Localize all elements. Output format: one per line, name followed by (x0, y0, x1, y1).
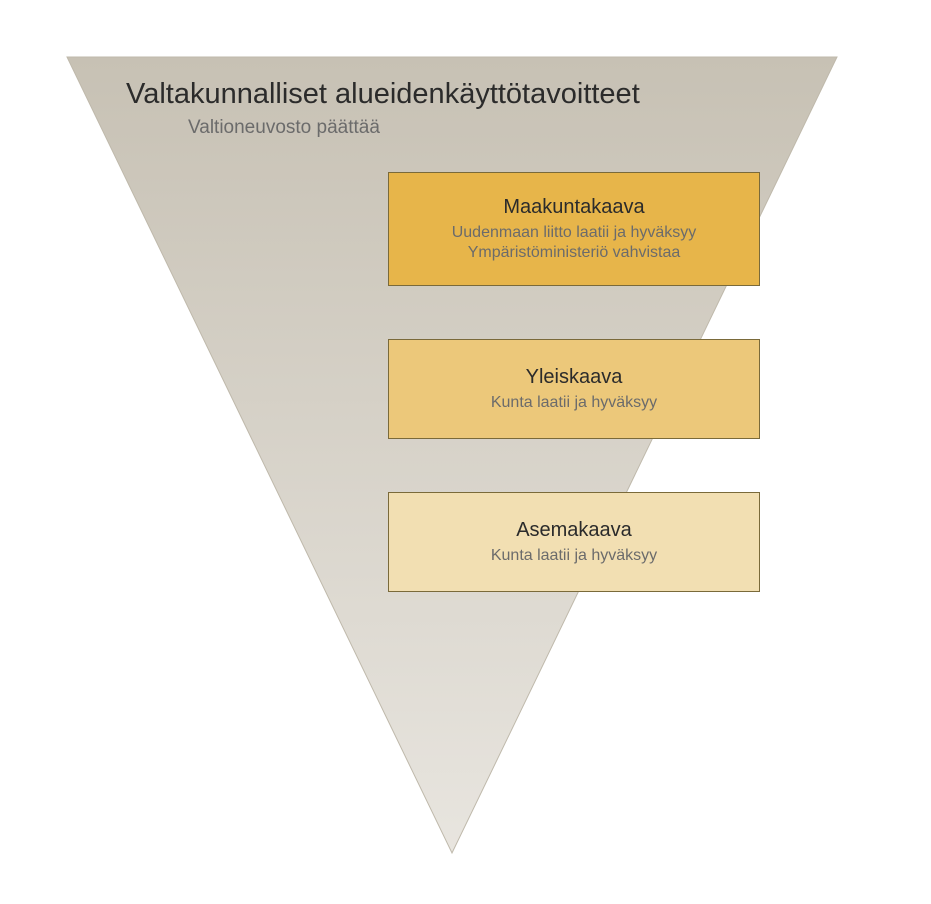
level-asemakaava: Asemakaava Kunta laatii ja hyväksyy (388, 492, 760, 592)
level-title: Yleiskaava (526, 366, 623, 389)
level-subtitle: Uudenmaan liitto laatii ja hyväksyy Ympä… (452, 223, 697, 263)
level-subtitle: Kunta laatii ja hyväksyy (491, 393, 657, 413)
main-subtitle: Valtioneuvosto päättää (188, 117, 640, 139)
level-title: Maakuntakaava (503, 196, 644, 219)
header-block: Valtakunnalliset alueidenkäyttötavoittee… (126, 78, 640, 139)
level-title: Asemakaava (516, 519, 632, 542)
level-yleiskaava: Yleiskaava Kunta laatii ja hyväksyy (388, 339, 760, 439)
level-maakuntakaava: Maakuntakaava Uudenmaan liitto laatii ja… (388, 172, 760, 286)
main-title: Valtakunnalliset alueidenkäyttötavoittee… (126, 78, 640, 111)
level-subtitle: Kunta laatii ja hyväksyy (491, 546, 657, 566)
diagram-canvas: Valtakunnalliset alueidenkäyttötavoittee… (0, 0, 931, 904)
